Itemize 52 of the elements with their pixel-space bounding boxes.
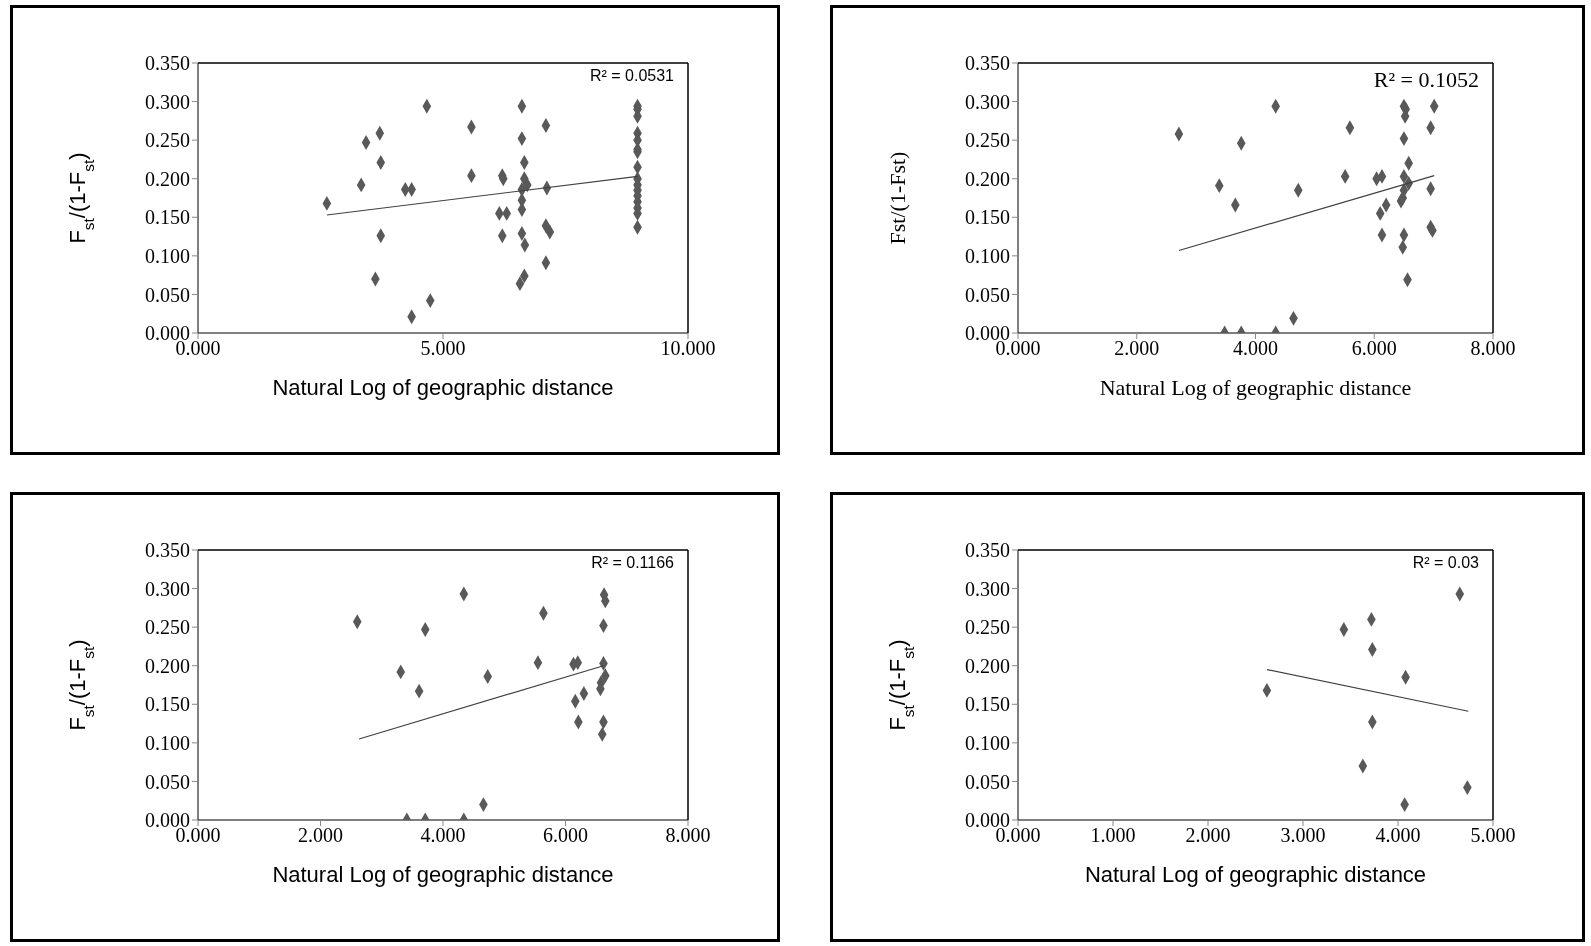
x-axis-title: Natural Log of geographic distance (272, 375, 614, 400)
x-tick-label: 6.000 (543, 824, 588, 847)
y-tick-label: 0.200 (965, 167, 1010, 190)
y-tick-label: 0.300 (965, 90, 1010, 113)
y-tick-label: 0.050 (145, 770, 190, 793)
annotation: R² = 0.03 (1412, 554, 1479, 572)
x-tick-label: 2.000 (298, 824, 343, 847)
y-tick-label: 0.150 (965, 693, 1010, 716)
y-tick-label: 0.050 (965, 770, 1010, 793)
y-tick-label: 0.100 (965, 731, 1010, 754)
x-axis-title: Natural Log of geographic distance (1099, 375, 1412, 400)
y-tick-label: 0.050 (145, 283, 190, 306)
y-tick-label: 0.350 (965, 52, 1010, 75)
y-tick-label: 0.150 (145, 206, 190, 229)
x-tick-label: 8.000 (665, 824, 711, 847)
y-tick-label: 0.100 (965, 244, 1010, 267)
x-tick-label: 1.000 (1090, 824, 1136, 847)
x-tick-label: 5.000 (420, 337, 466, 360)
y-tick-label: 0.200 (145, 654, 190, 677)
x-tick-label: 2.000 (1114, 337, 1160, 360)
x-tick-label: 6.000 (1351, 337, 1397, 360)
y-tick-label: 0.300 (145, 90, 190, 113)
y-tick-label: 0.250 (965, 129, 1010, 152)
x-tick-label: 2.000 (1185, 824, 1231, 847)
y-tick-label: 0.050 (965, 283, 1010, 306)
y-tick-label: 0.350 (145, 539, 190, 562)
y-tick-label: 0.250 (145, 616, 190, 639)
x-axis-title: Natural Log of geographic distance (1084, 862, 1427, 887)
y-tick-label: 0.300 (965, 577, 1010, 600)
y-tick-label: 0.150 (145, 693, 190, 716)
x-axis-title: Natural Log of geographic distance (272, 862, 614, 887)
annotation: R² = 0.1166 (591, 554, 674, 572)
x-tick-label: 3.000 (1280, 824, 1326, 847)
x-tick-label: 4.000 (420, 824, 466, 847)
y-tick-label: 0.350 (965, 539, 1010, 562)
y-tick-label: 0.250 (145, 129, 190, 152)
y-tick-label: 0.300 (145, 577, 190, 600)
y-axis-title: Fst/(1-Fst) (885, 151, 910, 245)
x-tick-label: 4.000 (1375, 824, 1421, 847)
y-tick-label: 0.100 (145, 244, 190, 267)
x-tick-label: 4.000 (1233, 337, 1278, 360)
y-tick-label: 0.350 (145, 52, 190, 75)
y-tick-label: 0.250 (965, 616, 1010, 639)
annotation: R² = 0.0531 (589, 67, 674, 85)
y-tick-label: 0.200 (965, 654, 1010, 677)
y-tick-label: 0.100 (145, 731, 190, 754)
y-tick-label: 0.200 (145, 167, 190, 190)
y-tick-label: 0.150 (965, 206, 1010, 229)
annotation: R² = 0.1052 (1373, 67, 1479, 93)
x-tick-label: 10.000 (660, 337, 716, 360)
x-tick-label: 8.000 (1470, 337, 1516, 360)
x-tick-label: 5.000 (1470, 824, 1516, 847)
